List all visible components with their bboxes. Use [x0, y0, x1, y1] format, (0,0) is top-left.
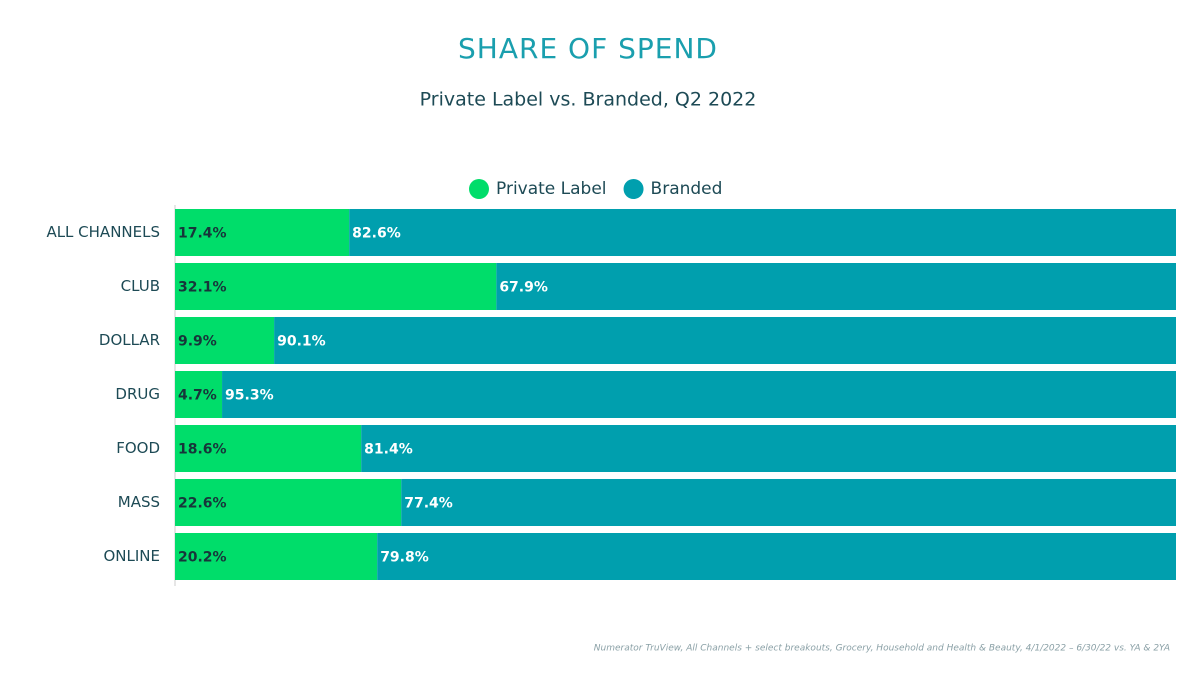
bar-segment — [175, 263, 497, 310]
data-label: 18.6% — [178, 442, 227, 458]
y-tick-label: MASS — [118, 493, 160, 511]
data-label: 67.9% — [499, 280, 548, 296]
data-label: 82.6% — [352, 226, 401, 242]
bar-segment — [175, 479, 402, 526]
bar-segment — [175, 209, 350, 256]
y-tick-label: DRUG — [115, 385, 160, 403]
data-label: 81.4% — [364, 442, 413, 458]
data-label: 95.3% — [225, 388, 274, 404]
bar-segment — [175, 371, 223, 418]
data-label: 32.1% — [178, 280, 227, 296]
y-tick-label: FOOD — [116, 439, 160, 457]
data-label: 17.4% — [178, 226, 227, 242]
bar-segment — [361, 425, 1176, 472]
legend-label: Branded — [651, 179, 723, 199]
bar-segment — [222, 371, 1176, 418]
data-label: 4.7% — [178, 388, 217, 404]
legend-label: Private Label — [496, 179, 607, 199]
bar-segment — [175, 425, 362, 472]
chart-title: SHARE OF SPEND — [458, 32, 718, 65]
bar-segment — [401, 479, 1176, 526]
data-label: 77.4% — [404, 496, 453, 512]
bar-segment — [274, 317, 1176, 364]
data-label: 90.1% — [277, 334, 326, 350]
legend-marker — [469, 179, 489, 199]
bar-segment — [377, 533, 1176, 580]
y-tick-label: ONLINE — [103, 547, 160, 565]
data-label: 79.8% — [380, 550, 429, 566]
chart-subtitle: Private Label vs. Branded, Q2 2022 — [420, 89, 757, 111]
y-tick-label: DOLLAR — [99, 331, 160, 349]
data-label: 9.9% — [178, 334, 217, 350]
bar-segment — [496, 263, 1176, 310]
bar-segment — [175, 317, 275, 364]
legend-marker — [623, 179, 644, 199]
data-label: 22.6% — [178, 496, 227, 512]
data-label: 20.2% — [178, 550, 227, 566]
y-tick-label: ALL CHANNELS — [46, 223, 160, 241]
bar-segment — [349, 209, 1176, 256]
y-tick-label: CLUB — [121, 277, 160, 295]
bar-segment — [175, 533, 378, 580]
source-note: Numerator TruView, All Channels + select… — [594, 644, 1170, 654]
